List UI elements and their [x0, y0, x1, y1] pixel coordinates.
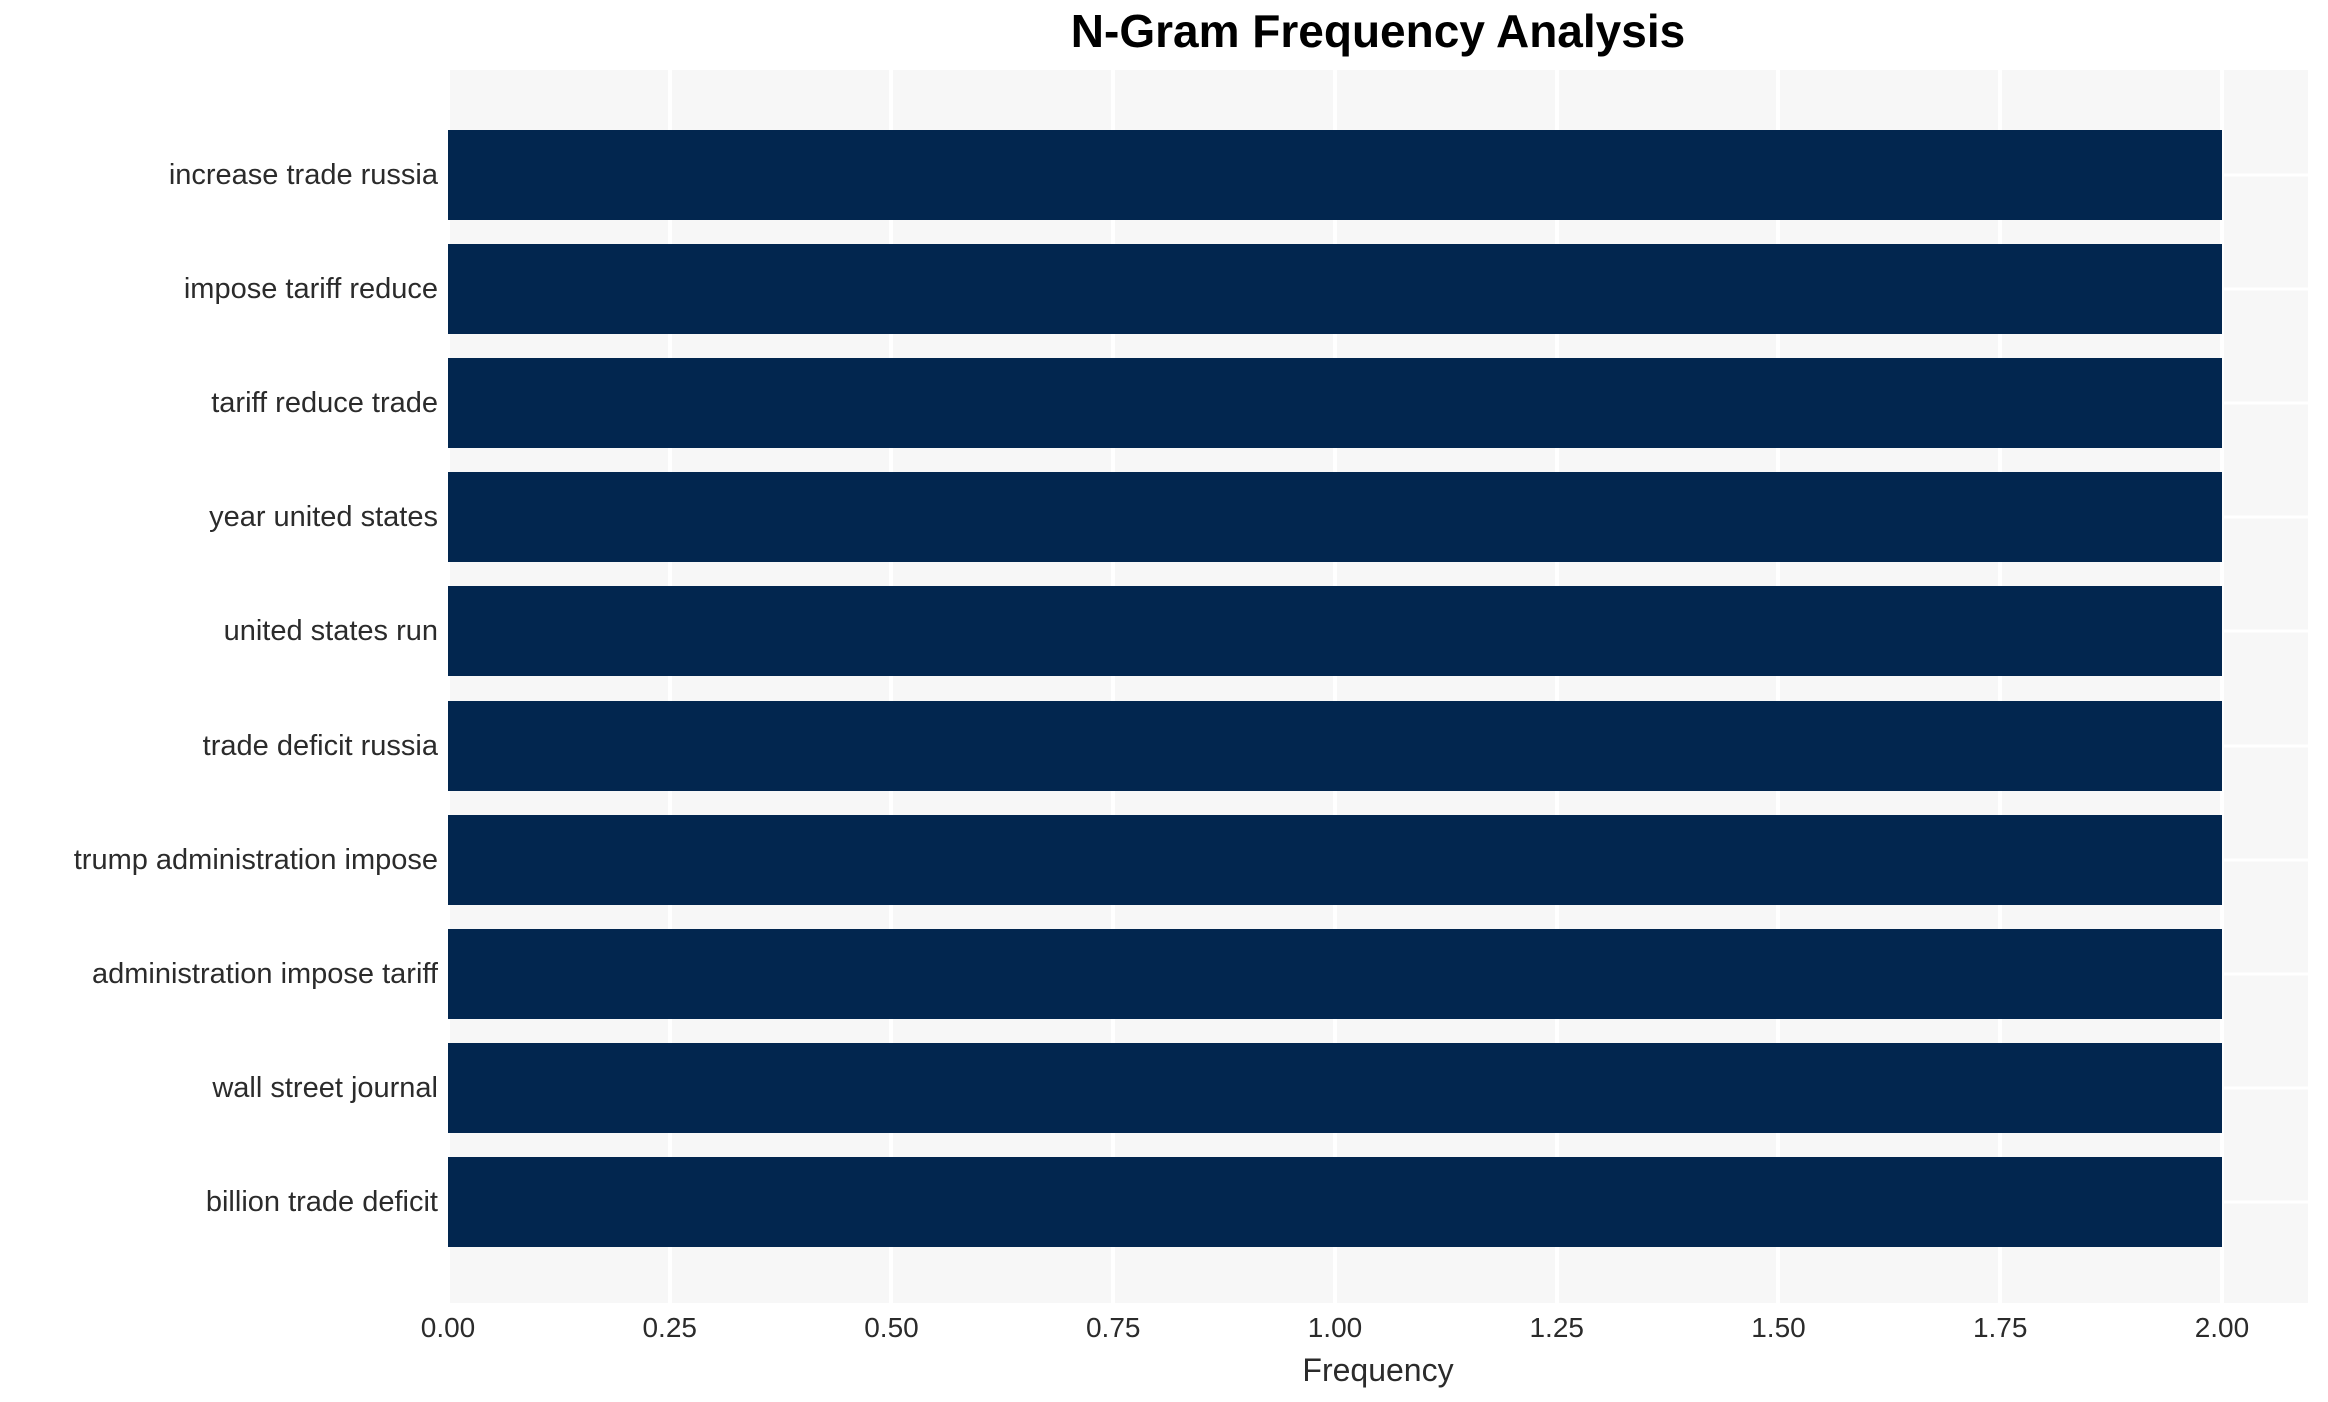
x-tick-label: 1.00 — [1307, 1312, 1363, 1343]
bar — [448, 1042, 2222, 1133]
x-tick-label: 0.50 — [864, 1312, 919, 1343]
y-tick-label: administration impose tariff — [91, 957, 438, 990]
x-tick-label: 0.75 — [1085, 1312, 1141, 1343]
vertical-gridline — [446, 70, 450, 1303]
bar — [448, 472, 2222, 563]
x-axis-title: Frequency — [1302, 1352, 1454, 1388]
y-tick-label: increase trade russia — [168, 159, 438, 191]
x-tick-label: 0.25 — [642, 1312, 697, 1343]
vertical-gridline — [889, 70, 894, 1303]
x-tick-label: 1.50 — [1751, 1312, 1806, 1343]
vertical-gridline — [2219, 70, 2224, 1303]
vertical-gridline — [1776, 70, 1781, 1303]
y-tick-label: tariff reduce trade — [211, 387, 438, 420]
bar — [448, 1156, 2222, 1247]
x-tick-label: 1.75 — [1972, 1312, 2028, 1343]
bar — [448, 928, 2222, 1019]
x-tick-label: 2.00 — [2194, 1312, 2250, 1343]
bar — [448, 814, 2222, 905]
vertical-gridline — [1111, 70, 1116, 1303]
y-tick-label: united states run — [223, 615, 438, 648]
y-tick-label: year united states — [209, 501, 438, 534]
bar — [448, 358, 2222, 449]
bar — [448, 130, 2222, 220]
bar — [448, 700, 2222, 791]
vertical-gridline — [1554, 70, 1559, 1303]
y-tick-label: trade deficit russia — [202, 729, 438, 762]
x-tick-label: 1.25 — [1529, 1312, 1584, 1343]
vertical-gridline — [1998, 70, 2003, 1303]
y-tick-label: billion trade deficit — [205, 1185, 438, 1218]
vertical-gridline — [667, 70, 672, 1303]
bar — [448, 586, 2222, 677]
chart-title: N-Gram Frequency Analysis — [1070, 5, 1686, 57]
bar — [448, 244, 2222, 335]
vertical-gridline — [1332, 70, 1337, 1303]
x-tick-label: 0.00 — [420, 1312, 476, 1343]
y-tick-label: impose tariff reduce — [183, 273, 438, 306]
y-tick-label: trump administration impose — [73, 843, 438, 876]
plot-area — [446, 70, 2308, 1303]
y-tick-label: wall street journal — [212, 1071, 438, 1104]
